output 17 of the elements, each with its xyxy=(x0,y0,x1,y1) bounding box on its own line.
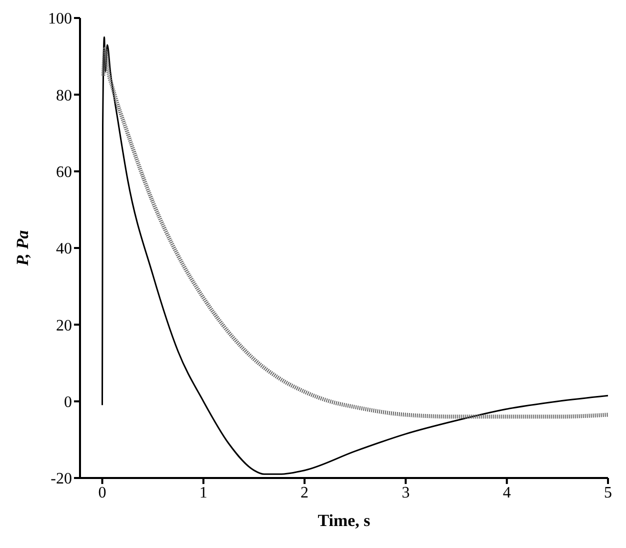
x-tick-label: 1 xyxy=(199,484,208,502)
line-series xyxy=(102,36,608,475)
y-tick-label: 0 xyxy=(64,394,72,412)
x-tick-label: 2 xyxy=(300,484,309,502)
x-tick-label: 4 xyxy=(502,484,511,502)
y-tick-label: 40 xyxy=(56,240,72,258)
x-axis-title: Time, s xyxy=(318,511,371,530)
y-tick-label: 100 xyxy=(48,10,72,28)
x-tick-label: 3 xyxy=(402,484,410,502)
y-tick-label: 60 xyxy=(56,164,72,182)
y-tick-label: 20 xyxy=(56,317,72,334)
line-series xyxy=(101,46,608,419)
x-tick-label: 5 xyxy=(604,484,612,502)
y-axis-title: P, Pa xyxy=(13,230,32,267)
y-tick-label: 80 xyxy=(56,87,72,104)
y-tick-label: -20 xyxy=(50,470,72,488)
x-tick-label: 0 xyxy=(98,484,106,502)
